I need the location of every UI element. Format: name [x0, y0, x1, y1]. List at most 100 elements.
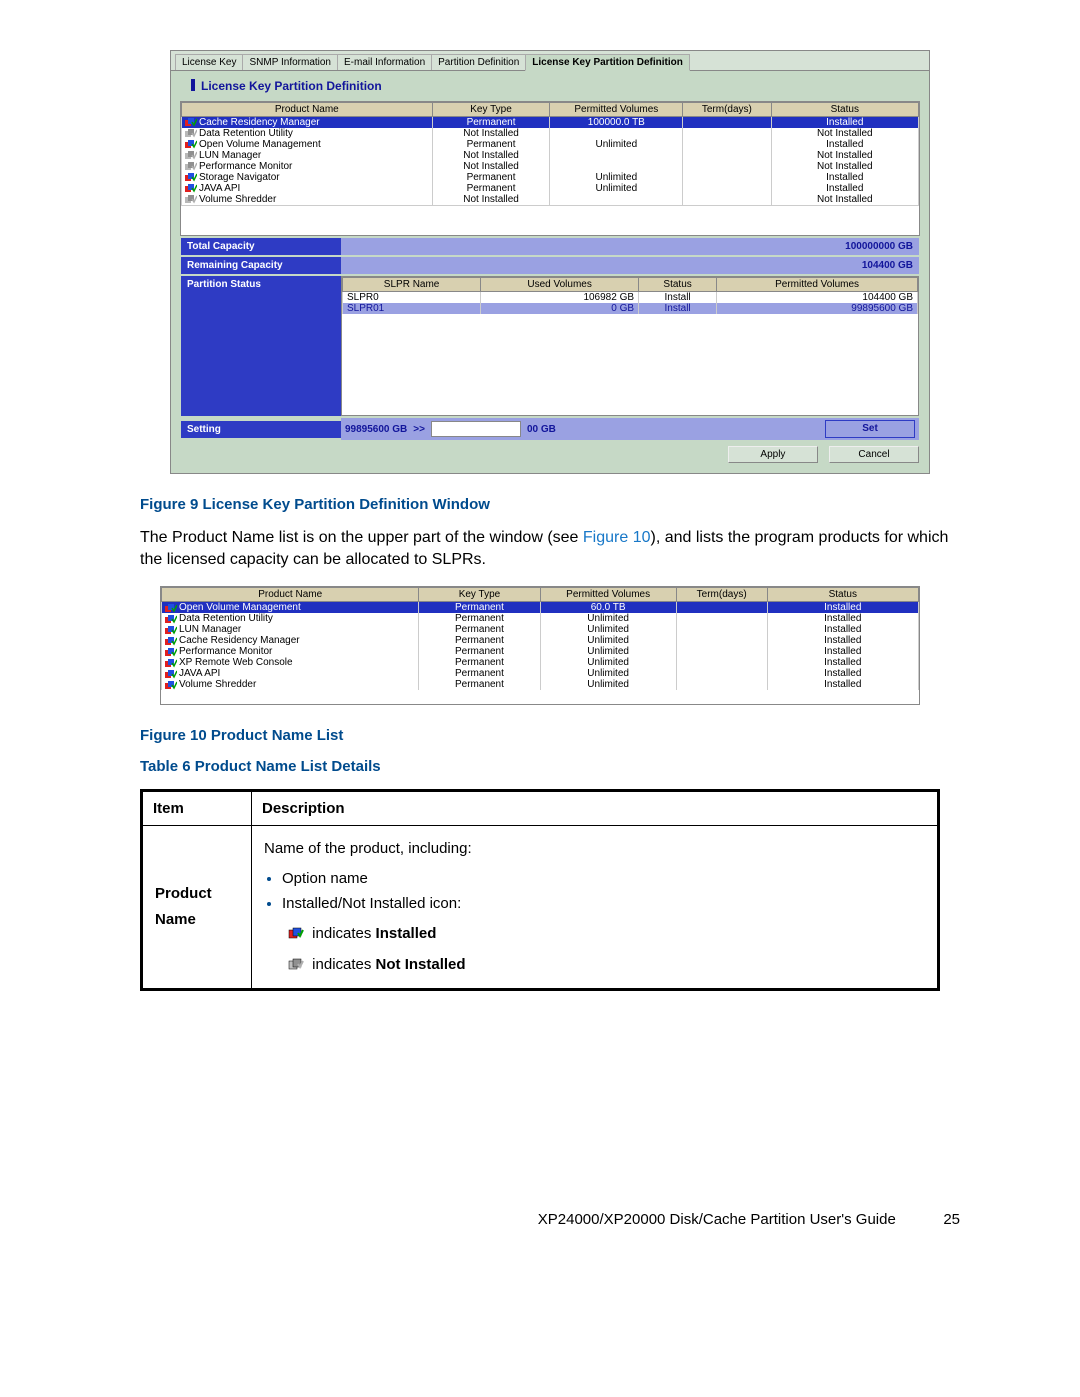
- installed-icon: [185, 172, 197, 182]
- table-row[interactable]: SLPR010 GBInstall99895600 GB: [343, 303, 918, 314]
- cancel-button[interactable]: Cancel: [829, 446, 919, 463]
- column-header[interactable]: Permitted Volumes: [717, 278, 918, 292]
- table-row[interactable]: Data Retention UtilityPermanentUnlimited…: [162, 613, 919, 624]
- page-footer: XP24000/XP20000 Disk/Cache Partition Use…: [140, 1211, 960, 1228]
- table-row[interactable]: Data Retention UtilityNot InstalledNot I…: [182, 128, 919, 139]
- tab-partition-definition[interactable]: Partition Definition: [431, 54, 526, 70]
- column-header[interactable]: Product Name: [162, 588, 419, 602]
- figure10-caption: Figure 10 Product Name List: [140, 727, 960, 744]
- column-header[interactable]: Status: [639, 278, 717, 292]
- table-row[interactable]: LUN ManagerPermanentUnlimitedInstalled: [162, 624, 919, 635]
- total-capacity-label: Total Capacity: [181, 238, 341, 255]
- set-button[interactable]: Set: [825, 420, 915, 438]
- setting-label: Setting: [181, 421, 341, 438]
- section-title: License Key Partition Definition: [171, 71, 929, 101]
- table-row[interactable]: Volume ShredderPermanentUnlimitedInstall…: [162, 679, 919, 690]
- body-paragraph: The Product Name list is on the upper pa…: [140, 527, 960, 570]
- partition-table: SLPR NameUsed VolumesStatusPermitted Vol…: [341, 276, 919, 416]
- installed-icon: [165, 658, 177, 668]
- indicates-text: indicates: [312, 956, 375, 973]
- tab-e-mail-information[interactable]: E-mail Information: [337, 54, 432, 70]
- installed-icon: [165, 647, 177, 657]
- footer-text: XP24000/XP20000 Disk/Cache Partition Use…: [538, 1211, 896, 1228]
- column-header[interactable]: Status: [767, 588, 918, 602]
- table-row[interactable]: XP Remote Web ConsolePermanentUnlimitedI…: [162, 657, 919, 668]
- tab-bar: License KeySNMP InformationE-mail Inform…: [171, 51, 929, 71]
- table-row[interactable]: Cache Residency ManagerPermanentUnlimite…: [162, 635, 919, 646]
- not-installed-icon: [185, 194, 197, 204]
- table6-caption: Table 6 Product Name List Details: [140, 758, 960, 775]
- desc-intro: Name of the product, including:: [264, 840, 472, 857]
- table-row[interactable]: Performance MonitorPermanentUnlimitedIns…: [162, 646, 919, 657]
- figure10-table: Product NameKey TypePermitted VolumesTer…: [160, 586, 920, 705]
- column-header[interactable]: Term(days): [683, 103, 771, 117]
- table6-header-item: Item: [142, 791, 252, 826]
- installed-icon: [165, 625, 177, 635]
- table-row[interactable]: JAVA APIPermanentUnlimitedInstalled: [162, 668, 919, 679]
- column-header[interactable]: Permitted Volumes: [550, 103, 683, 117]
- not-installed-icon: [288, 958, 304, 972]
- installed-icon: [165, 636, 177, 646]
- table6: Item Description Product Name Name of th…: [140, 789, 940, 991]
- paragraph-text-a: The Product Name list is on the upper pa…: [140, 529, 583, 546]
- not-installed-icon: [185, 150, 197, 160]
- installed-icon: [185, 139, 197, 149]
- not-installed-icon: [185, 161, 197, 171]
- bullet-option-name: Option name: [282, 866, 925, 892]
- remaining-capacity-value: 104400 GB: [341, 257, 919, 274]
- not-installed-label: Not Installed: [376, 956, 466, 973]
- table6-item-cell: Product Name: [142, 826, 252, 990]
- table-row[interactable]: Performance MonitorNot InstalledNot Inst…: [182, 161, 919, 172]
- remaining-capacity-label: Remaining Capacity: [181, 257, 341, 274]
- remaining-capacity-band: Remaining Capacity 104400 GB: [181, 257, 919, 274]
- table6-header-desc: Description: [252, 791, 939, 826]
- column-header[interactable]: Used Volumes: [481, 278, 639, 292]
- table-row[interactable]: Storage NavigatorPermanentUnlimitedInsta…: [182, 172, 919, 183]
- setting-row: Setting 99895600 GB >> 00 GB Set: [181, 418, 919, 440]
- apply-button[interactable]: Apply: [728, 446, 818, 463]
- installed-icon: [185, 183, 197, 193]
- partition-status-label: Partition Status: [181, 276, 341, 416]
- tab-snmp-information[interactable]: SNMP Information: [242, 54, 338, 70]
- total-capacity-value: 100000000 GB: [341, 238, 919, 255]
- bottom-button-bar: Apply Cancel: [171, 440, 929, 473]
- bullet-icon-desc: Installed/Not Installed icon: indicates …: [282, 891, 925, 978]
- indicates-text: indicates: [312, 925, 375, 942]
- column-header[interactable]: Key Type: [432, 103, 550, 117]
- table-row[interactable]: LUN ManagerNot InstalledNot Installed: [182, 150, 919, 161]
- not-installed-icon: [185, 128, 197, 138]
- setting-input[interactable]: [431, 421, 521, 437]
- setting-right-value: 00 GB: [527, 424, 556, 435]
- table-row[interactable]: Cache Residency ManagerPermanent100000.0…: [182, 117, 919, 129]
- figure9-caption: Figure 9 License Key Partition Definitio…: [140, 496, 960, 513]
- partition-status-row: Partition Status SLPR NameUsed VolumesSt…: [181, 276, 919, 416]
- installed-icon: [165, 680, 177, 690]
- installed-label: Installed: [376, 925, 437, 942]
- column-header[interactable]: Term(days): [676, 588, 767, 602]
- installed-icon: [185, 117, 197, 127]
- table-row[interactable]: Open Volume ManagementPermanent60.0 TBIn…: [162, 602, 919, 614]
- figure9-window: License KeySNMP InformationE-mail Inform…: [170, 50, 930, 474]
- column-header[interactable]: Status: [771, 103, 918, 117]
- column-header[interactable]: Permitted Volumes: [540, 588, 676, 602]
- column-header[interactable]: SLPR Name: [343, 278, 481, 292]
- table-row[interactable]: SLPR0106982 GBInstall104400 GB: [343, 292, 918, 304]
- total-capacity-band: Total Capacity 100000000 GB: [181, 238, 919, 255]
- product-table: Product NameKey TypePermitted VolumesTer…: [180, 101, 920, 236]
- setting-left-value: 99895600 GB: [345, 424, 407, 435]
- page-number: 25: [920, 1211, 960, 1228]
- installed-icon: [288, 927, 304, 941]
- installed-icon: [165, 603, 177, 613]
- tab-license-key-partition-definition[interactable]: License Key Partition Definition: [525, 54, 690, 71]
- installed-icon: [165, 669, 177, 679]
- table-row[interactable]: Open Volume ManagementPermanentUnlimited…: [182, 139, 919, 150]
- column-header[interactable]: Key Type: [419, 588, 540, 602]
- table6-desc-cell: Name of the product, including: Option n…: [252, 826, 939, 990]
- figure10-link[interactable]: Figure 10: [583, 529, 651, 546]
- column-header[interactable]: Product Name: [182, 103, 433, 117]
- installed-icon: [165, 614, 177, 624]
- table-row[interactable]: Volume ShredderNot InstalledNot Installe…: [182, 194, 919, 205]
- table-row[interactable]: JAVA APIPermanentUnlimitedInstalled: [182, 183, 919, 194]
- arrow-icon: >>: [413, 424, 425, 435]
- tab-license-key[interactable]: License Key: [175, 54, 243, 70]
